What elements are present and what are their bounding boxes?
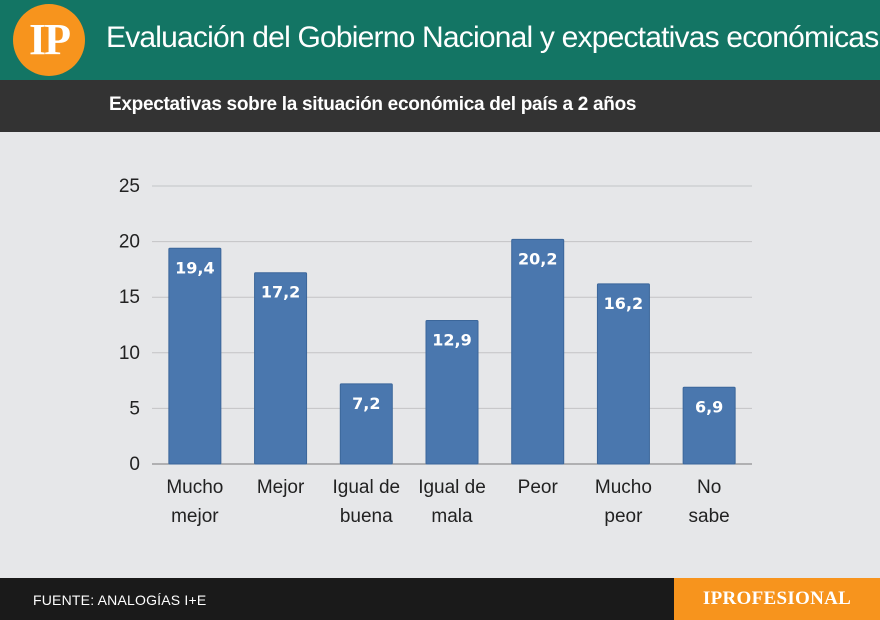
y-tick-label: 20 bbox=[119, 232, 140, 253]
data-label: 17,2 bbox=[261, 283, 300, 302]
subheader-bar: Expectativas sobre la situación económic… bbox=[0, 80, 880, 132]
x-tick-label: buena bbox=[340, 506, 393, 527]
data-label: 20,2 bbox=[518, 249, 557, 268]
data-label: 7,2 bbox=[352, 394, 380, 413]
x-tick-label: mejor bbox=[171, 506, 219, 527]
brand-badge: IPROFESIONAL bbox=[674, 578, 880, 620]
bar bbox=[425, 320, 479, 465]
x-tick-label: Mucho bbox=[595, 477, 652, 498]
x-tick-label: Igual de bbox=[418, 477, 486, 498]
footer-bar: FUENTE: ANALOGÍAS I+E IPROFESIONAL bbox=[0, 578, 880, 620]
page-title: Evaluación del Gobierno Nacional y expec… bbox=[106, 21, 879, 54]
bar bbox=[682, 386, 736, 465]
bar bbox=[596, 283, 650, 465]
data-label: 6,9 bbox=[695, 397, 723, 416]
x-tick-label: Igual de bbox=[332, 477, 400, 498]
y-tick-label: 25 bbox=[119, 176, 140, 197]
bar bbox=[511, 238, 565, 465]
chart-area: 0 5 10 15 20 25 19,4 Mucho mejor 17,2 Mejor 7,2 Igua… bbox=[0, 132, 880, 578]
x-tick-label: sabe bbox=[689, 506, 730, 527]
data-label: 19,4 bbox=[175, 258, 214, 277]
y-tick-label: 5 bbox=[129, 398, 140, 419]
chart-title: Expectativas sobre la situación económic… bbox=[109, 94, 637, 115]
logo-text: IP bbox=[29, 15, 71, 64]
x-tick-label: peor bbox=[604, 506, 643, 527]
bar bbox=[168, 247, 222, 465]
source-text: FUENTE: ANALOGÍAS I+E bbox=[33, 592, 207, 608]
data-label: 12,9 bbox=[432, 331, 471, 350]
ip-logo: IP bbox=[13, 4, 85, 76]
y-tick-label: 10 bbox=[119, 343, 140, 364]
x-tick-label: mala bbox=[431, 506, 473, 527]
y-tick-label: 15 bbox=[119, 287, 140, 308]
x-tick-label: Mejor bbox=[257, 477, 305, 498]
brand-name: IPROFESIONAL bbox=[702, 588, 852, 609]
bar bbox=[254, 272, 308, 465]
x-tick-label: Peor bbox=[518, 477, 559, 498]
bar bbox=[339, 383, 393, 465]
x-tick-label: No bbox=[697, 477, 721, 498]
y-tick-label: 0 bbox=[129, 454, 140, 475]
header-bar: IP Evaluación del Gobierno Nacional y ex… bbox=[0, 0, 880, 80]
bar-chart: 0 5 10 15 20 25 19,4 Mucho mejor 17,2 Mejor 7,2 Igua… bbox=[119, 176, 752, 527]
x-tick-label: Mucho bbox=[166, 477, 223, 498]
data-label: 16,2 bbox=[604, 294, 643, 313]
